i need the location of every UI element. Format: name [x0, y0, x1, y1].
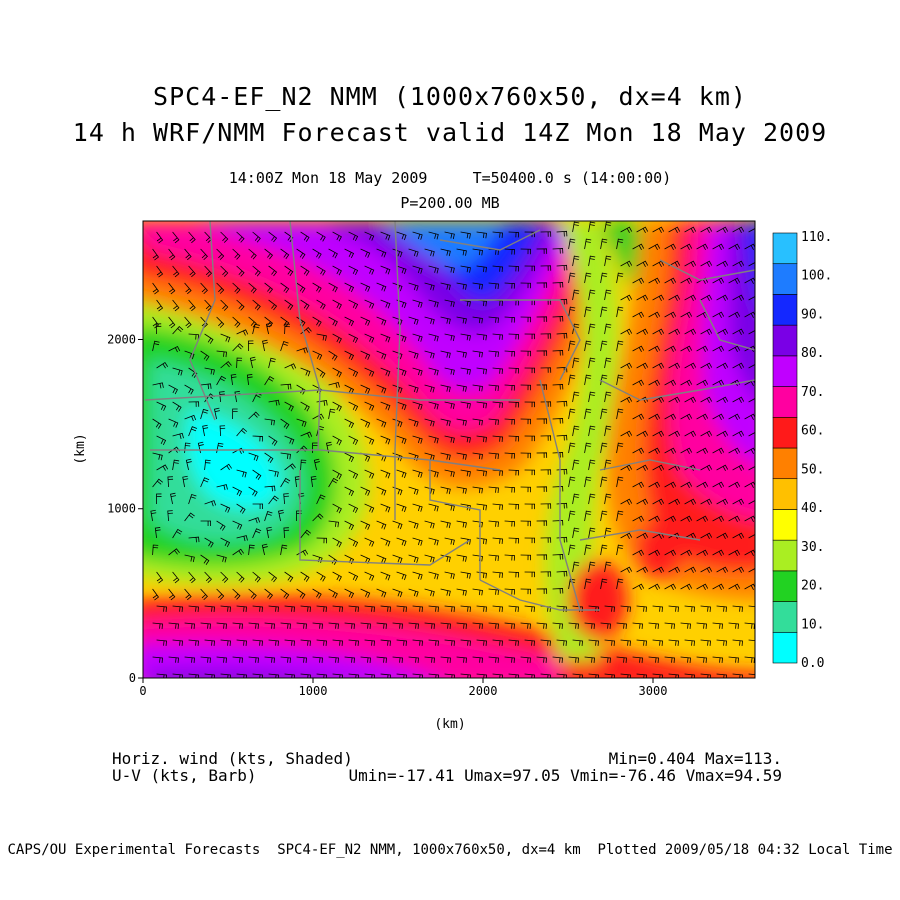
color-legend-swatch	[772, 294, 798, 326]
color-legend-label: 100.	[801, 269, 832, 284]
color-legend-swatch	[772, 539, 798, 572]
color-legend-label: 10.	[801, 617, 824, 632]
color-legend-swatch	[772, 509, 798, 541]
color-legend-swatch	[772, 263, 798, 295]
color-legend-swatch	[772, 601, 798, 633]
y-tick-label: 1000	[107, 502, 136, 516]
x-tick-label: 3000	[639, 684, 668, 698]
x-tick-label: 1000	[299, 684, 328, 698]
x-axis-ticks: 0 1000 2000 3000	[139, 678, 667, 698]
color-legend-label: 110.	[801, 230, 832, 245]
color-legend-label: 0.0	[801, 656, 824, 671]
wind-speed-shading	[143, 221, 755, 678]
plot-frame	[142, 220, 756, 679]
x-axis-label: (km)	[434, 717, 465, 732]
color-legend-label: 40.	[801, 501, 824, 516]
color-legend-swatch	[772, 478, 798, 510]
stats-barb-description: U-V (kts, Barb)	[112, 766, 257, 785]
state-boundaries	[144, 221, 755, 611]
color-legend-swatch	[772, 570, 798, 602]
color-legend: 0.0 10. 20. 30. 40. 50. 60. 70. 80. 90. 100. 110.	[772, 230, 832, 671]
plot-title-line1: SPC4-EF_N2 NMM (1000x760x50, dx=4 km)	[153, 82, 747, 111]
x-tick-label: 2000	[469, 684, 498, 698]
color-legend-swatch	[772, 324, 798, 357]
y-axis-label: (km)	[73, 433, 88, 464]
stats-uv-extremes: Umin=-17.41 Umax=97.05 Vmin=-76.46 Vmax=…	[349, 766, 782, 785]
y-tick-label: 0	[129, 671, 136, 685]
footer-credits: CAPS/OU Experimental Forecasts SPC4-EF_N…	[7, 842, 893, 858]
color-legend-swatch	[772, 416, 798, 449]
y-tick-label: 2000	[107, 332, 136, 346]
plot-title-line2: 14 h WRF/NMM Forecast valid 14Z Mon 18 M…	[72, 118, 828, 147]
y-axis-ticks: 0 1000 2000	[107, 332, 143, 685]
color-legend-swatch	[772, 232, 798, 265]
color-legend-label: 50.	[801, 462, 824, 477]
color-legend-label: 30.	[801, 540, 824, 555]
x-tick-label: 0	[139, 684, 146, 698]
color-legend-label: 80.	[801, 346, 824, 361]
valid-time-label: 14:00Z Mon 18 May 2009 T=50400.0 s (14:0…	[228, 169, 672, 187]
color-legend-swatch	[772, 386, 798, 418]
color-legend-label: 70.	[801, 385, 824, 400]
color-legend-swatch	[772, 447, 798, 480]
color-legend-swatch	[772, 355, 798, 387]
color-legend-label: 20.	[801, 579, 824, 594]
color-legend-swatch	[772, 631, 798, 664]
stats-min-max: Min=0.404 Max=113.	[609, 749, 782, 768]
stats-field-description: Horiz. wind (kts, Shaded)	[112, 749, 353, 768]
pressure-level-label: P=200.00 MB	[400, 194, 500, 212]
color-legend-label: 60.	[801, 424, 824, 439]
color-legend-label: 90.	[801, 307, 824, 322]
